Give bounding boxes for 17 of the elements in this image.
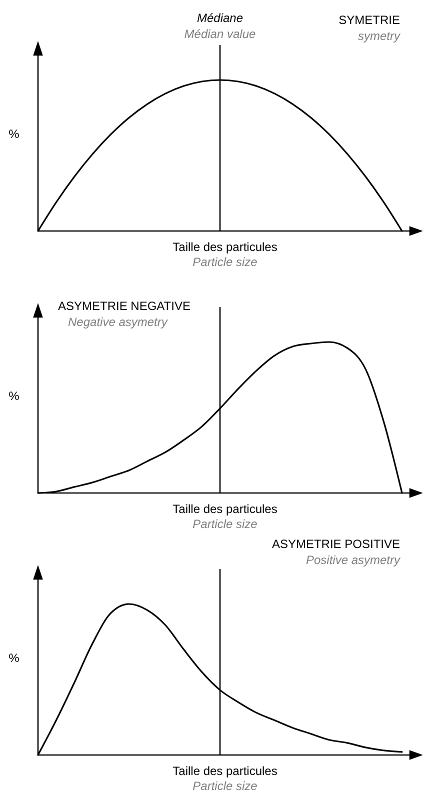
x-axis-title: Taille des particules <box>172 764 278 778</box>
chart-title: ASYMETRIE NEGATIVE <box>58 299 190 313</box>
text: Médian value <box>184 27 256 41</box>
chart-subtitle: symetry <box>358 29 401 43</box>
text: Médiane <box>196 11 244 25</box>
chart-title: SYMETRIE <box>338 13 400 27</box>
y-axis-title: % <box>8 389 20 403</box>
text: Particle size <box>192 517 258 531</box>
y-axis-title: % <box>8 651 20 665</box>
chart-subtitle: Negative asymetry <box>68 315 168 329</box>
chart-title: ASYMETRIE POSITIVE <box>272 537 400 551</box>
x-axis-title: Taille des particules <box>172 502 278 516</box>
chart-subtitle: Positive asymetry <box>306 553 401 567</box>
x-axis-title: Taille des particules <box>172 240 278 254</box>
text: Particle size <box>192 255 258 269</box>
text: Particle size <box>192 779 258 793</box>
y-axis-title: % <box>8 127 20 141</box>
